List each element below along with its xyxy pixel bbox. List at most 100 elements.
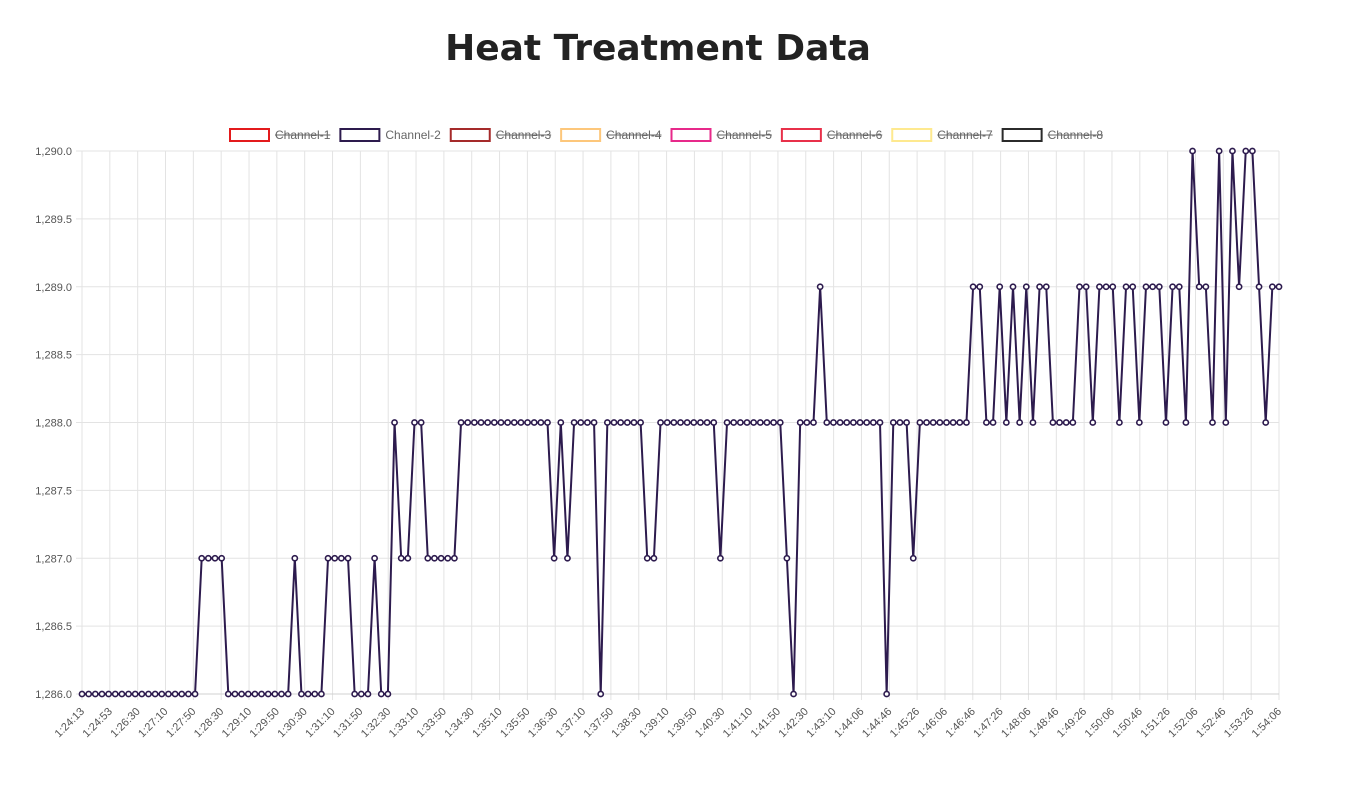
data-point[interactable] [896,419,904,426]
data-point[interactable] [976,283,984,291]
data-point[interactable] [444,554,452,562]
data-point[interactable] [657,419,664,426]
data-point[interactable] [417,419,425,426]
data-point[interactable] [311,690,319,698]
data-point[interactable] [238,690,245,698]
legend-item-channel-6[interactable]: Channel-6 [780,128,883,142]
data-point[interactable] [364,690,372,698]
data-point[interactable] [956,419,964,426]
data-point[interactable] [643,554,651,562]
data-point[interactable] [184,690,192,698]
data-point[interactable] [1002,419,1010,426]
data-point[interactable] [883,690,891,698]
data-point[interactable] [1195,283,1203,291]
data-point[interactable] [923,419,930,426]
data-point[interactable] [623,419,631,426]
data-point[interactable] [677,419,684,426]
data-point[interactable] [510,419,518,426]
data-point[interactable] [1149,283,1157,291]
data-point[interactable] [98,690,106,698]
data-point[interactable] [391,419,398,426]
data-point[interactable] [470,419,478,426]
data-point[interactable] [570,419,578,426]
data-point[interactable] [710,419,718,426]
data-point[interactable] [118,690,126,698]
data-point[interactable] [663,419,671,426]
data-point[interactable] [258,690,265,698]
data-point[interactable] [683,419,691,426]
data-point[interactable] [929,419,937,426]
data-point[interactable] [550,554,558,562]
legend-item-channel-8[interactable]: Channel-8 [1001,128,1104,142]
data-point[interactable] [1089,419,1097,426]
data-point[interactable] [431,554,438,562]
data-point[interactable] [91,690,99,698]
data-point[interactable] [943,419,950,426]
data-point[interactable] [650,554,658,562]
data-point[interactable] [1042,283,1050,291]
data-point[interactable] [264,690,272,698]
data-point[interactable] [763,419,771,426]
data-point[interactable] [1169,283,1176,291]
data-point[interactable] [1022,283,1030,291]
data-point[interactable] [863,419,871,426]
data-point[interactable] [1182,419,1190,426]
data-point[interactable] [271,690,279,698]
data-point[interactable] [1016,419,1024,426]
legend-item-channel-7[interactable]: Channel-7 [891,128,993,142]
data-point[interactable] [224,690,232,698]
data-point[interactable] [577,419,585,426]
legend[interactable]: Channel-1 Channel-2 Channel-3 Channel-4 Chan… [229,128,1104,142]
data-point[interactable] [331,554,339,562]
data-point[interactable] [138,690,146,698]
data-point[interactable] [371,554,378,562]
data-point[interactable] [524,419,531,426]
data-point[interactable] [337,554,345,562]
data-point[interactable] [603,419,611,426]
data-point[interactable] [344,554,352,562]
data-point[interactable] [936,419,944,426]
data-point[interactable] [969,283,977,291]
data-point[interactable] [1082,283,1090,291]
legend-item-channel-4[interactable]: Channel-4 [560,128,662,142]
data-point[interactable] [717,554,724,562]
data-point[interactable] [843,419,851,426]
legend-item-channel-1[interactable]: Channel-1 [229,128,331,142]
data-point[interactable] [145,690,152,698]
data-point[interactable] [1056,419,1063,426]
data-point[interactable] [590,419,598,426]
data-point[interactable] [743,419,751,426]
data-point[interactable] [211,554,219,562]
data-point[interactable] [1096,283,1103,291]
data-point[interactable] [690,419,698,426]
data-point[interactable] [1155,283,1163,291]
data-point[interactable] [404,554,412,562]
data-point[interactable] [304,690,312,698]
data-point[interactable] [1142,283,1150,291]
data-point[interactable] [218,554,226,562]
data-point[interactable] [204,554,212,562]
data-point[interactable] [909,554,917,562]
data-point[interactable] [171,690,179,698]
data-point[interactable] [1076,283,1083,291]
data-point[interactable] [670,419,678,426]
data-point[interactable] [450,554,458,562]
data-point[interactable] [1229,147,1236,155]
data-point[interactable] [1049,419,1057,426]
data-point[interactable] [584,419,591,426]
data-point[interactable] [78,690,86,698]
data-point[interactable] [736,419,744,426]
data-point[interactable] [278,690,285,698]
data-point[interactable] [377,690,385,698]
data-point[interactable] [151,690,159,698]
legend-item-channel-2[interactable]: Channel-2 [339,128,441,142]
data-point[interactable] [916,419,924,426]
data-point[interactable] [1202,283,1210,291]
data-point[interactable] [703,419,711,426]
data-point[interactable] [783,554,791,562]
data-point[interactable] [637,419,644,426]
data-point[interactable] [131,690,139,698]
data-point[interactable] [989,419,997,426]
data-point[interactable] [537,419,545,426]
data-point[interactable] [165,690,172,698]
